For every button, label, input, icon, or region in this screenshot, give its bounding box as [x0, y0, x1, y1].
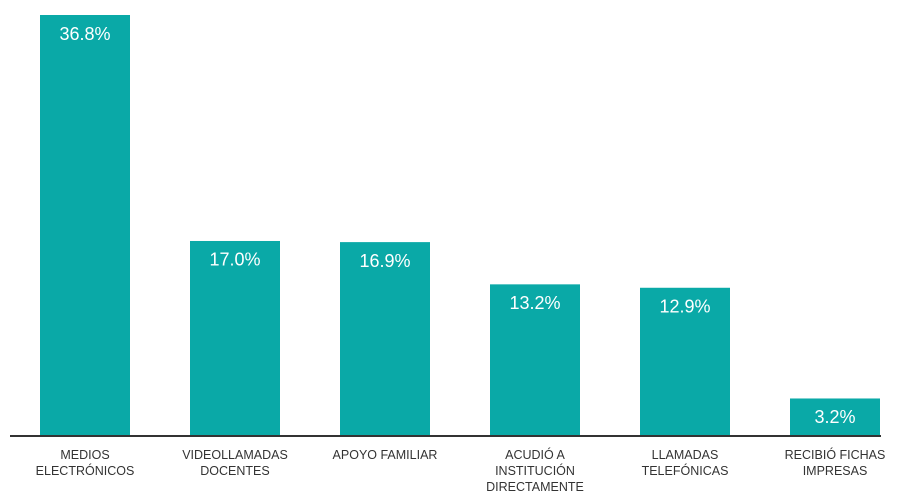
value-label: 36.8%	[59, 24, 110, 44]
bar	[40, 15, 130, 435]
value-label: 3.2%	[814, 407, 855, 427]
bar	[490, 284, 580, 435]
bar	[340, 242, 430, 435]
x-tick-label: LLAMADAS TELEFÓNICAS	[641, 448, 729, 478]
value-label: 12.9%	[659, 297, 710, 317]
x-tick-label: ACUDIÓ A INSTITUCIÓN DIRECTAMENTE	[486, 448, 584, 494]
bar	[790, 398, 880, 435]
x-tick-label: MEDIOS ELECTRÓNICOS	[35, 448, 135, 478]
value-label: 17.0%	[209, 250, 260, 270]
x-tick-label: VIDEOLLAMADAS DOCENTES	[182, 448, 288, 478]
bar	[190, 240, 280, 435]
value-label: 16.9%	[359, 251, 410, 271]
bar	[640, 287, 730, 435]
x-tick-label: APOYO FAMILIAR	[332, 448, 438, 462]
x-tick-label: RECIBIÓ FICHAS IMPRESAS	[784, 448, 886, 478]
value-label: 13.2%	[509, 293, 560, 313]
